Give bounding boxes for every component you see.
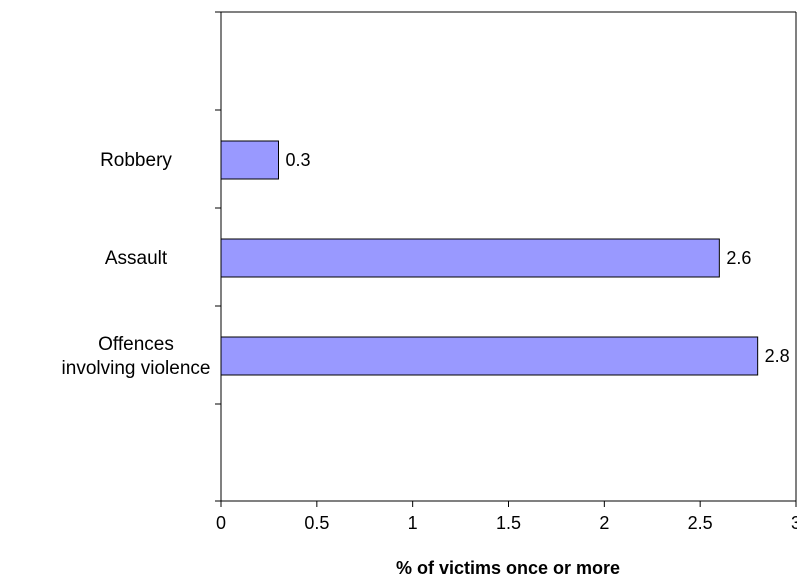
x-tick-label: 0 [216, 513, 226, 533]
plot-area: 0 0.5 1 1.5 2 2.5 3 0.3 Robbery 2.6 Assault 2.8 Offe… [62, 11, 797, 533]
x-tick-label: 1.5 [496, 513, 521, 533]
data-label: 0.3 [286, 150, 311, 170]
data-label: 2.6 [726, 248, 751, 268]
data-label: 2.8 [765, 346, 790, 366]
x-tick-label: 0.5 [304, 513, 329, 533]
bar [220, 336, 759, 376]
category-label: involving violence [62, 358, 211, 379]
x-tick-label: 2.5 [688, 513, 713, 533]
category-label: Offences [98, 334, 174, 355]
category-label: Robbery [100, 150, 172, 171]
x-tick-label: 2 [599, 513, 609, 533]
category-label: Assault [105, 248, 168, 269]
x-tick-label: 3 [791, 513, 797, 533]
x-tick-label: 1 [408, 513, 418, 533]
bar [220, 140, 279, 180]
bar [220, 238, 720, 278]
x-axis-title: % of victims once or more [396, 558, 620, 578]
